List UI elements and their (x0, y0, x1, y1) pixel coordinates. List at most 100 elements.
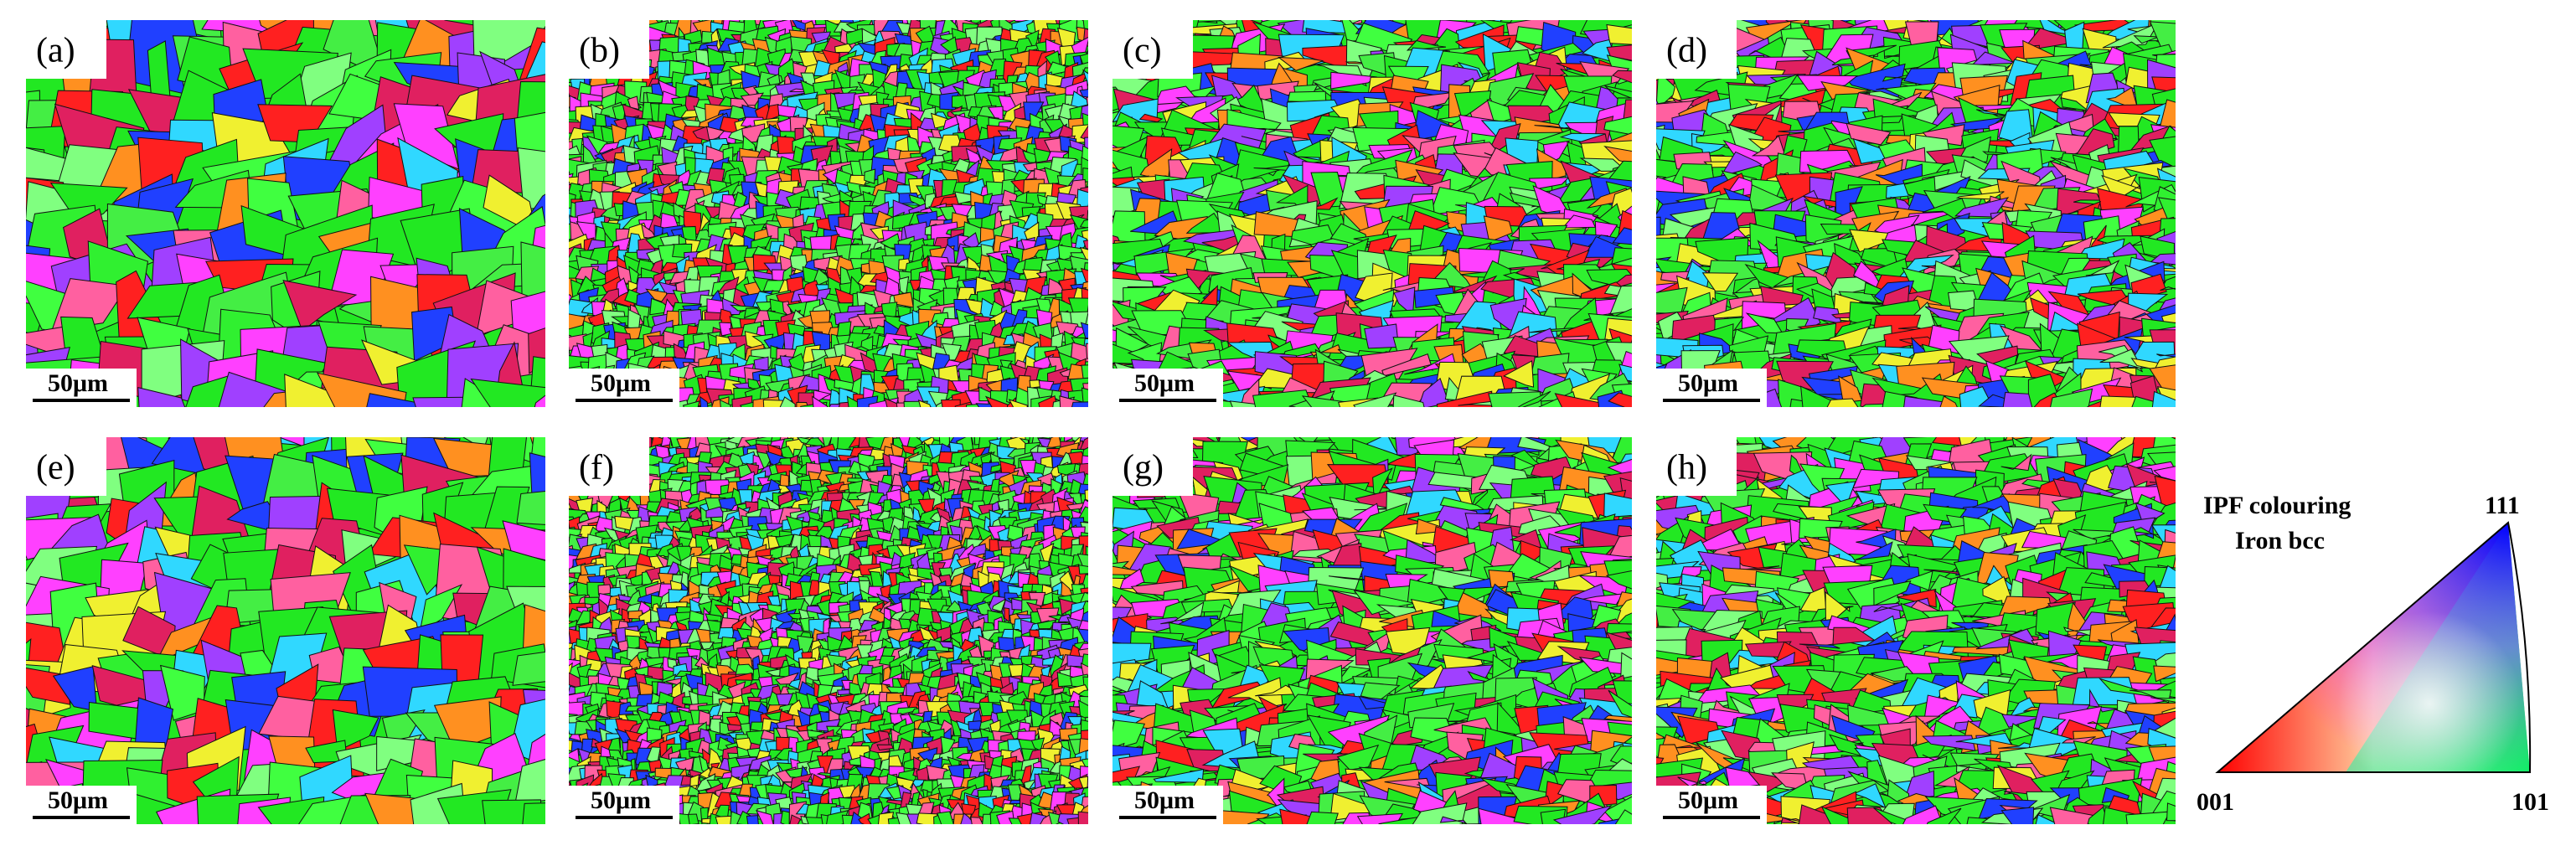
grain (864, 168, 876, 184)
grain (1079, 219, 1088, 229)
grain (1008, 399, 1028, 407)
ebsd-map (26, 20, 545, 407)
grain (1606, 23, 1632, 45)
grain (1603, 85, 1632, 99)
panel-label: (c) (1123, 32, 1162, 70)
grain (569, 266, 570, 271)
grain (1087, 20, 1088, 21)
grain (1080, 125, 1088, 141)
grain (1330, 71, 1378, 90)
grain (555, 575, 568, 589)
ebsd-map (1112, 20, 1632, 426)
grain (699, 395, 709, 407)
grain (699, 642, 715, 650)
grain (514, 759, 545, 805)
grain (1634, 97, 1653, 116)
ipf-outline (2215, 521, 2532, 773)
grain (517, 147, 545, 210)
grain (1080, 531, 1088, 537)
grain (1070, 342, 1088, 364)
grain (2151, 390, 2176, 407)
grain (2152, 49, 2176, 57)
grain (1494, 20, 1504, 23)
grain (1503, 360, 1535, 388)
grain (717, 627, 735, 639)
grain (1180, 20, 1218, 24)
grain (137, 387, 186, 407)
label-box (1112, 20, 1193, 79)
grain (1983, 20, 1998, 23)
corner-label: 101 (2511, 788, 2549, 816)
grain (529, 452, 545, 502)
grain (998, 637, 1015, 652)
grain (1038, 395, 1058, 407)
label-box (1656, 20, 1737, 79)
grain (1084, 489, 1088, 502)
grain (569, 267, 572, 290)
grain (569, 487, 571, 498)
grain (1483, 215, 1513, 243)
scale-text: 50μm (48, 369, 108, 397)
grain (0, 452, 22, 517)
panel-label: (b) (579, 32, 620, 70)
legend-phase: Iron bcc (2235, 527, 2325, 554)
grain (931, 427, 942, 436)
grain (470, 378, 545, 407)
grain (1554, 393, 1612, 407)
grain (2149, 136, 2176, 168)
grain (1392, 394, 1425, 407)
grain (994, 437, 999, 439)
grain (1064, 437, 1076, 443)
grain (569, 659, 572, 672)
grain (2085, 260, 2120, 276)
grain (1939, 395, 1958, 407)
grain (627, 95, 640, 111)
grain (559, 78, 567, 89)
grain (2149, 253, 2176, 266)
grain (1407, 408, 1461, 426)
grain (932, 481, 942, 492)
grain (534, 394, 545, 407)
grain (1277, 56, 1324, 71)
grain (917, 400, 932, 407)
grain (1603, 146, 1632, 164)
scale-text: 50μm (591, 369, 651, 397)
grain (1517, 390, 1551, 407)
grain (1023, 101, 1045, 126)
grain (1079, 89, 1088, 98)
panel-label: (a) (36, 32, 75, 70)
grain (1353, 392, 1397, 407)
grain (991, 598, 1007, 612)
grain (740, 92, 765, 106)
grain (882, 437, 894, 440)
grain (890, 442, 904, 456)
grain (1037, 619, 1057, 630)
ebsd-map (555, 427, 1088, 824)
corner-label: 001 (2197, 788, 2234, 816)
grain (0, 413, 26, 445)
grain (1603, 116, 1632, 136)
ipf-triangle-white (2217, 523, 2530, 772)
grain (1087, 203, 1088, 209)
scale-text: 50μm (1134, 369, 1195, 397)
grain (763, 20, 779, 23)
corner-label: 111 (2485, 492, 2520, 519)
grain (419, 584, 463, 634)
grain (1082, 240, 1088, 250)
grain (1823, 20, 1837, 23)
grain (765, 104, 780, 121)
grain (2157, 197, 2176, 224)
grain (552, 103, 568, 129)
grain (1087, 46, 1088, 56)
ebsd-map (0, 413, 545, 824)
grain (1079, 591, 1088, 604)
legend-title: IPF colouring (2203, 492, 2351, 519)
grain (553, 366, 568, 389)
grain (1085, 343, 1088, 359)
grain (1089, 401, 1104, 424)
grain (366, 393, 422, 407)
grain (1077, 437, 1088, 443)
grain (282, 280, 358, 332)
grain (1612, 70, 1632, 84)
